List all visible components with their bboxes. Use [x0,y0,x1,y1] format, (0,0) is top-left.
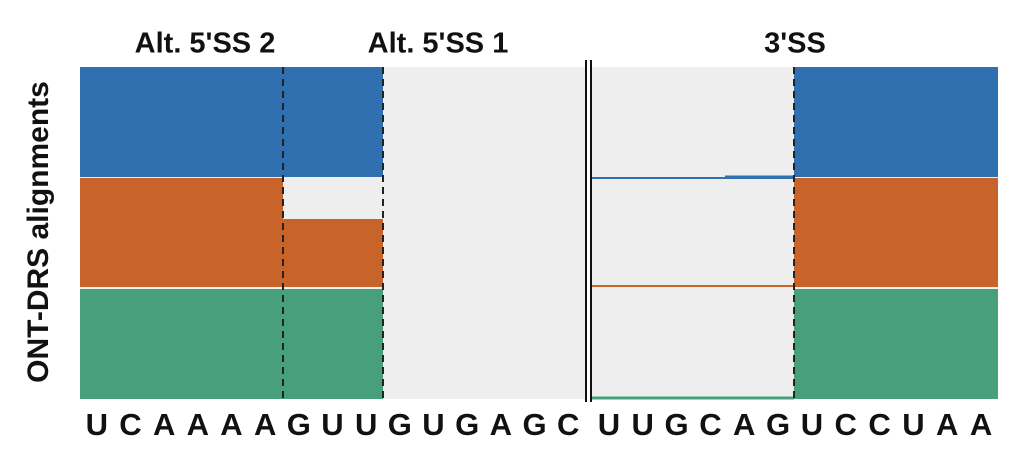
header: 3'SS [764,28,826,60]
nucleotide: U [321,407,343,442]
nucleotide: C [557,407,579,442]
green-block [794,289,998,399]
nucleotide: A [733,407,755,442]
panels [80,60,998,402]
nucleotide: U [598,407,620,442]
orange-block [794,178,998,287]
nucleotide: U [355,407,377,442]
nucleotide: A [936,407,958,442]
green-block [80,289,383,399]
header: Alt. 5'SS 1 [368,28,509,60]
nucleotide: G [388,407,412,442]
nucleotide: U [86,407,108,442]
nucleotide: U [801,407,823,442]
nucleotide: C [119,407,141,442]
nucleotide: A [220,407,242,442]
blue-block [794,67,998,177]
nucleotide: G [766,407,790,442]
nucleotide: A [187,407,209,442]
y-label: ONT-DRS alignments [22,81,55,383]
orange-block [80,178,283,287]
nucleotide: G [287,407,311,442]
nucleotide: U [422,407,444,442]
nucleotide: U [902,407,924,442]
blue-block [80,67,383,177]
nucleotide: U [632,407,654,442]
nucleotide: C [699,407,721,442]
nucleotide: A [153,407,175,442]
nucleotide: C [868,407,890,442]
nucleotide: G [455,407,479,442]
nucleotide: G [522,407,546,442]
orange-block [283,219,383,287]
nucleotide: G [665,407,689,442]
nucleotide: C [835,407,857,442]
header: Alt. 5'SS 2 [135,28,276,60]
nucleotide: A [254,407,276,442]
nucleotide: A [490,407,512,442]
nucleotide: A [970,407,992,442]
